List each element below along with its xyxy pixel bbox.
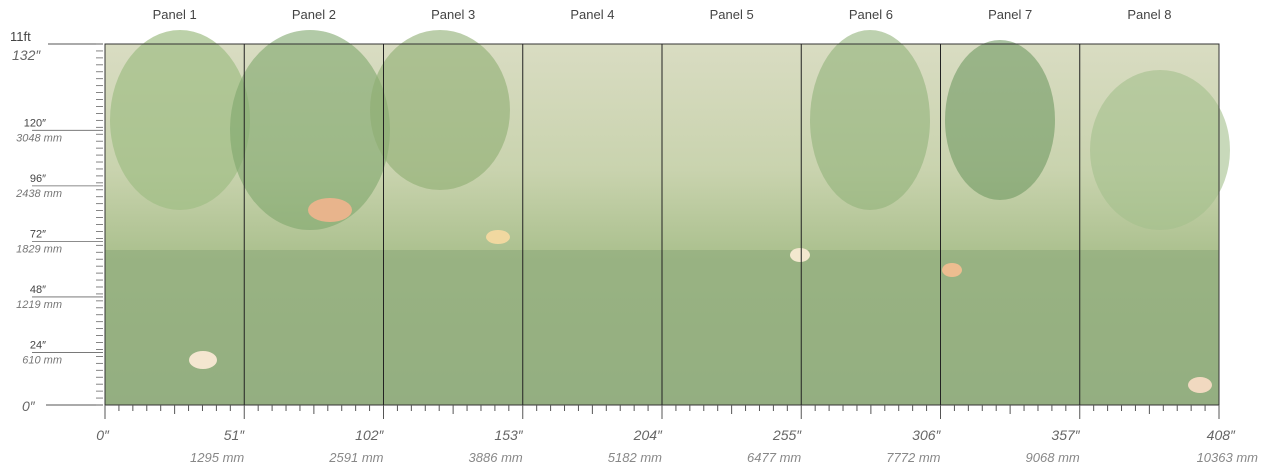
panel-label: Panel 2 (292, 7, 336, 22)
height-inch-label: 132″ (12, 47, 41, 63)
width-mm-label: 10363 mm (1197, 450, 1259, 465)
panel-label: Panel 8 (1127, 7, 1171, 22)
width-inch-label: 51″ (224, 427, 246, 443)
height-mm-label: 1219 mm (16, 299, 62, 311)
height-inch-label: 96″ (30, 173, 46, 185)
height-mm-label: 610 mm (22, 354, 62, 366)
width-mm-label: 2591 mm (328, 450, 383, 465)
width-mm-label: 6477 mm (747, 450, 801, 465)
width-inch-label: 306″ (912, 427, 941, 443)
width-mm-label: 3886 mm (469, 450, 523, 465)
panel-label: Panel 7 (988, 7, 1032, 22)
height-top-label: 11ft (10, 29, 31, 44)
width-inch-label: 204″ (633, 427, 663, 443)
panel-label: Panel 3 (431, 7, 475, 22)
width-inch-label: 153″ (494, 427, 523, 443)
width-mm-label: 7772 mm (886, 450, 940, 465)
width-inch-label: 357″ (1051, 427, 1080, 443)
height-mm-label: 1829 mm (16, 243, 62, 255)
width-inch-label: 102″ (355, 427, 384, 443)
panel-label: Panel 1 (153, 7, 197, 22)
panel-label: Panel 5 (710, 7, 754, 22)
height-inch-label: 120″ (24, 117, 46, 129)
width-mm-label: 9068 mm (1026, 450, 1080, 465)
panel-label: Panel 6 (849, 7, 893, 22)
mural (105, 30, 1230, 405)
width-inch-label: 255″ (772, 427, 802, 443)
width-mm-label: 1295 mm (190, 450, 244, 465)
panel-label: Panel 4 (570, 7, 614, 22)
height-inch-label: 24″ (30, 339, 46, 351)
width-mm-label: 5182 mm (608, 450, 662, 465)
height-mm-label: 3048 mm (16, 132, 62, 144)
height-inch-label: 72″ (30, 228, 46, 240)
width-inch-label: 408″ (1207, 427, 1236, 443)
width-inch-label: 0″ (96, 427, 110, 443)
height-inch-label: 48″ (30, 284, 46, 296)
height-inch-label: 0″ (22, 398, 36, 414)
height-mm-label: 2438 mm (15, 188, 62, 200)
